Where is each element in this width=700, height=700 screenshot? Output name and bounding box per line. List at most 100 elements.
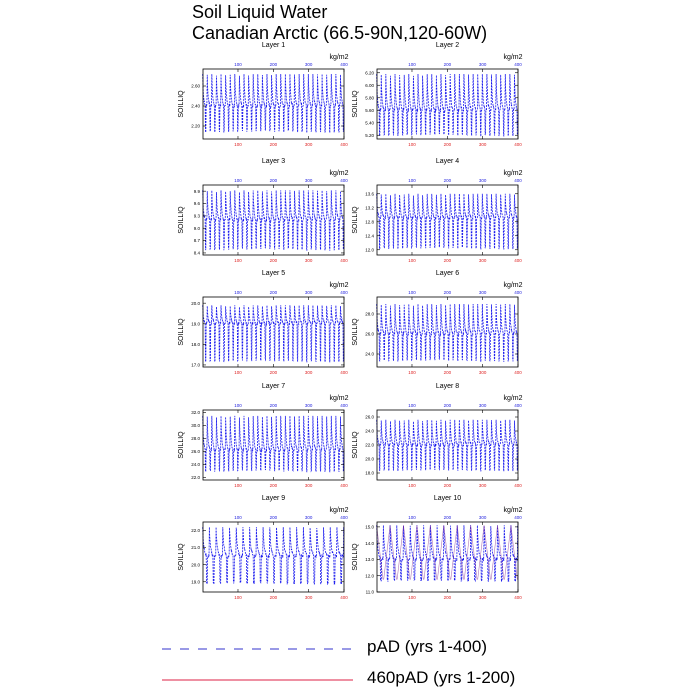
- y-axis-label: SOILLIQ: [178, 431, 185, 459]
- y-axis-label: SOILLIQ: [352, 543, 359, 571]
- bottom-tick-label: 200: [444, 595, 452, 600]
- y-axis-label: SOILLIQ: [178, 206, 185, 234]
- y-tick-label: 12.4: [365, 233, 374, 238]
- y-axis-label: SOILLIQ: [178, 318, 185, 346]
- panel-title: Layer 7: [262, 383, 285, 390]
- y-tick-label: 6.20: [365, 70, 374, 75]
- y-tick-label: 8.4: [194, 251, 201, 256]
- y-axis-label: SOILLIQ: [352, 90, 359, 118]
- bottom-tick-label: 300: [479, 595, 487, 600]
- top-axis-unit: kg/m2: [329, 282, 348, 289]
- top-axis-unit: kg/m2: [503, 170, 522, 177]
- bottom-tick-label: 200: [270, 370, 278, 375]
- top-tick-label: 400: [514, 178, 522, 183]
- top-tick-label: 100: [234, 515, 242, 520]
- top-tick-label: 300: [305, 515, 313, 520]
- y-tick-label: 5.40: [365, 120, 374, 125]
- bottom-tick-label: 200: [444, 258, 452, 263]
- y-tick-label: 2.40: [191, 104, 200, 109]
- top-tick-label: 400: [340, 290, 348, 295]
- panel-title: Layer 8: [436, 383, 459, 390]
- panel-title: Layer 2: [436, 42, 459, 49]
- top-tick-label: 100: [408, 403, 416, 408]
- y-tick-label: 26.0: [365, 332, 374, 337]
- bottom-tick-label: 100: [408, 595, 416, 600]
- panel-layer-2: Layer 2 kg/m2 100 200 300 400 100 200 300 400 5.20…: [352, 42, 523, 147]
- top-tick-label: 300: [479, 62, 487, 67]
- bottom-tick-label: 100: [234, 142, 242, 147]
- bottom-tick-label: 300: [305, 595, 313, 600]
- y-tick-label: 30.0: [191, 423, 200, 428]
- y-tick-label: 28.0: [191, 436, 200, 441]
- top-tick-label: 400: [514, 515, 522, 520]
- top-tick-label: 300: [305, 290, 313, 295]
- y-tick-label: 18.0: [365, 471, 374, 476]
- top-axis-unit: kg/m2: [503, 282, 522, 289]
- top-tick-label: 400: [340, 62, 348, 67]
- top-tick-label: 200: [444, 290, 452, 295]
- panel-title: Layer 9: [262, 495, 285, 502]
- top-tick-label: 100: [234, 403, 242, 408]
- y-tick-label: 21.0: [191, 545, 200, 550]
- panel-layer-5: Layer 5 kg/m2 100 200 300 400 100 200 300 400 17.0…: [178, 270, 349, 375]
- bottom-tick-label: 300: [305, 142, 313, 147]
- bottom-tick-label: 100: [408, 258, 416, 263]
- y-tick-label: 6.00: [365, 83, 374, 88]
- bottom-tick-label: 100: [234, 595, 242, 600]
- top-tick-label: 200: [444, 403, 452, 408]
- top-tick-label: 400: [340, 515, 348, 520]
- panel-layer-4: Layer 4 kg/m2 100 200 300 400 100 200 300 400 12.0…: [352, 158, 523, 263]
- y-tick-label: 32.0: [191, 410, 200, 415]
- panel-layer-3: Layer 3 kg/m2 100 200 300 400 100 200 300 400 8.4 8…: [178, 158, 349, 263]
- bottom-tick-label: 100: [234, 370, 242, 375]
- y-tick-label: 14.0: [365, 541, 374, 546]
- panel-layer-1: Layer 1 kg/m2 100 200 300 400 100 200 300 400 2.20…: [178, 42, 349, 147]
- top-axis-unit: kg/m2: [329, 507, 348, 514]
- bottom-tick-label: 300: [479, 483, 487, 488]
- y-tick-label: 26.0: [191, 449, 200, 454]
- bottom-tick-label: 300: [305, 483, 313, 488]
- top-tick-label: 300: [479, 515, 487, 520]
- y-tick-label: 9.3: [194, 213, 201, 218]
- top-tick-label: 400: [514, 403, 522, 408]
- top-tick-label: 200: [270, 62, 278, 67]
- series-line-pad: [202, 527, 345, 585]
- bottom-tick-label: 400: [340, 370, 348, 375]
- bottom-tick-label: 300: [479, 370, 487, 375]
- bottom-tick-label: 300: [305, 258, 313, 263]
- top-tick-label: 100: [408, 515, 416, 520]
- top-tick-label: 100: [234, 290, 242, 295]
- top-tick-label: 200: [270, 403, 278, 408]
- top-axis-unit: kg/m2: [329, 395, 348, 402]
- panel-layer-8: Layer 8 kg/m2 100 200 300 400 100 200 300 400 18.0…: [352, 383, 523, 488]
- bottom-tick-label: 300: [305, 370, 313, 375]
- series-line-pad: [376, 419, 519, 472]
- bottom-tick-label: 100: [234, 483, 242, 488]
- y-tick-label: 22.0: [365, 443, 374, 448]
- top-axis-unit: kg/m2: [503, 507, 522, 514]
- series-line-pad: [376, 525, 519, 583]
- bottom-tick-label: 200: [444, 142, 452, 147]
- bottom-tick-label: 200: [270, 142, 278, 147]
- bottom-tick-label: 100: [408, 370, 416, 375]
- panel-title: Layer 1: [262, 42, 285, 49]
- y-tick-label: 20.0: [365, 457, 374, 462]
- y-tick-label: 2.60: [191, 84, 200, 89]
- top-tick-label: 300: [479, 290, 487, 295]
- y-tick-label: 9.9: [194, 189, 201, 194]
- chart-title-line1: Soil Liquid Water: [192, 2, 328, 22]
- top-tick-label: 400: [340, 403, 348, 408]
- y-tick-label: 18.0: [191, 342, 200, 347]
- bottom-tick-label: 400: [340, 142, 348, 147]
- y-tick-label: 17.0: [191, 363, 200, 368]
- panel-layer-6: Layer 6 kg/m2 100 200 300 400 100 200 300 400 24.0…: [352, 270, 523, 375]
- y-tick-label: 12.0: [365, 573, 374, 578]
- y-tick-label: 20.0: [191, 562, 200, 567]
- top-tick-label: 300: [479, 178, 487, 183]
- series-line-pad: [202, 305, 345, 363]
- y-tick-label: 2.20: [191, 124, 200, 129]
- y-tick-label: 22.0: [191, 475, 200, 480]
- series-line-460pad: [376, 525, 518, 580]
- top-tick-label: 100: [234, 178, 242, 183]
